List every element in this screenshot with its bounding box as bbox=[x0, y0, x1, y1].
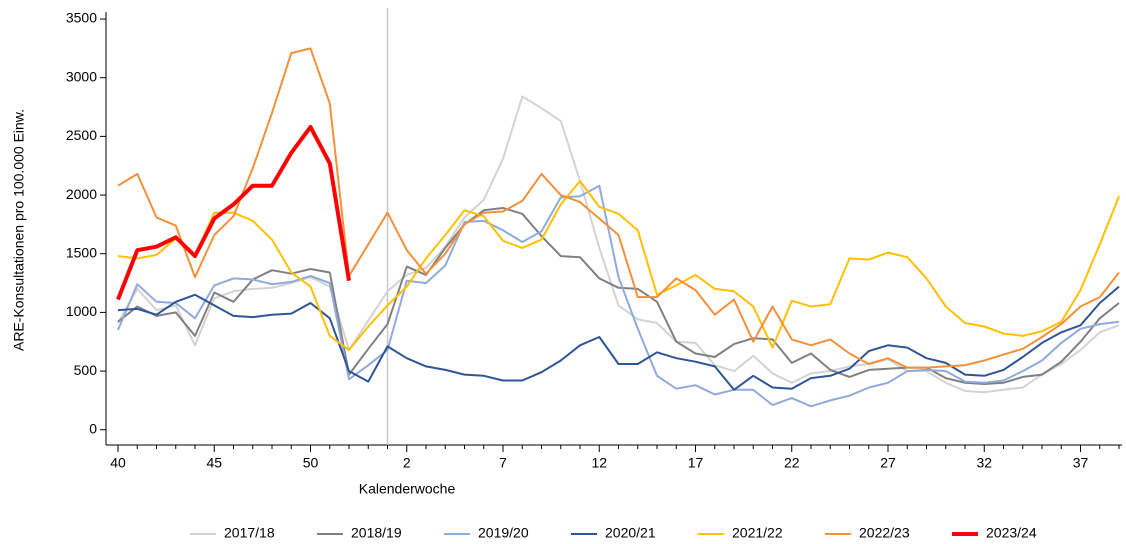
y-tick-label: 3500 bbox=[66, 10, 97, 26]
x-axis-label: Kalenderwoche bbox=[359, 481, 456, 497]
legend-label: 2017/18 bbox=[224, 525, 275, 541]
x-tick-label: 45 bbox=[206, 455, 222, 471]
y-tick-label: 1500 bbox=[66, 244, 97, 260]
y-axis-label: ARE-Konsultationen pro 100.000 Einw. bbox=[11, 109, 27, 351]
x-tick-label: 40 bbox=[110, 455, 126, 471]
x-tick-label: 12 bbox=[591, 455, 607, 471]
x-tick-label: 2 bbox=[403, 455, 411, 471]
series-line bbox=[117, 285, 1120, 391]
series-line bbox=[117, 180, 1120, 351]
legend-label: 2023/24 bbox=[986, 525, 1037, 541]
x-tick-label: 22 bbox=[784, 455, 800, 471]
y-tick-label: 1000 bbox=[66, 303, 97, 319]
legend-label: 2020/21 bbox=[605, 525, 656, 541]
series-line bbox=[117, 184, 1120, 408]
x-tick-label: 7 bbox=[499, 455, 507, 471]
x-tick-label: 27 bbox=[880, 455, 896, 471]
legend-label: 2021/22 bbox=[732, 525, 783, 541]
y-tick-label: 500 bbox=[74, 362, 98, 378]
legend-label: 2019/20 bbox=[478, 525, 529, 541]
y-tick-label: 3000 bbox=[66, 68, 97, 84]
series-line bbox=[117, 95, 1120, 394]
x-tick-label: 32 bbox=[976, 455, 992, 471]
x-tick-label: 50 bbox=[303, 455, 319, 471]
y-tick-label: 2500 bbox=[66, 127, 97, 143]
legend-label: 2022/23 bbox=[859, 525, 910, 541]
y-tick-label: 2000 bbox=[66, 186, 97, 202]
series-line bbox=[117, 207, 1120, 385]
series-line bbox=[116, 125, 351, 301]
series-line bbox=[117, 47, 1120, 369]
y-tick-label: 0 bbox=[89, 420, 97, 436]
legend-label: 2018/19 bbox=[351, 525, 402, 541]
x-tick-label: 37 bbox=[1073, 455, 1089, 471]
x-tick-label: 17 bbox=[688, 455, 704, 471]
